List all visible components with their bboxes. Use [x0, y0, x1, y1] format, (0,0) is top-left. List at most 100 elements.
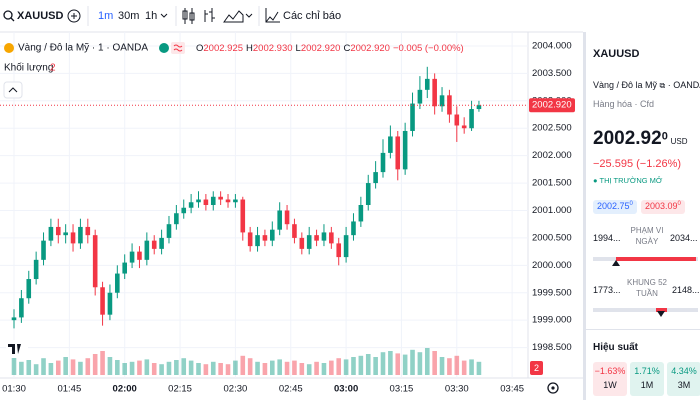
- candle-body: [262, 235, 268, 241]
- volume-bar: [41, 358, 46, 375]
- ohlc-change: −0.005 (−0.00%): [393, 43, 464, 54]
- price-block: 2002.920 USD: [593, 128, 687, 150]
- interval[interactable]: 30m: [118, 10, 139, 22]
- candle-body: [137, 251, 142, 260]
- candle-body: [188, 202, 194, 208]
- collapse-legend[interactable]: [3, 81, 23, 99]
- candle-body: [33, 259, 39, 280]
- y-tick-label: 2003.500: [532, 68, 572, 79]
- ask-price: 2003.09: [645, 201, 678, 211]
- volume-bar: [33, 364, 39, 375]
- ohlc-value: 2002.925: [203, 43, 243, 54]
- volume-bar: [122, 363, 127, 375]
- category: Hàng hóa · Cfd: [593, 99, 655, 109]
- volume-bar: [196, 363, 201, 375]
- candle-body: [314, 235, 319, 241]
- candle-body: [41, 240, 46, 260]
- candle-body: [55, 226, 61, 236]
- volume-bar: [210, 361, 216, 375]
- week52-label: KHUNG 52 TUẦN: [626, 278, 667, 298]
- candle-body: [469, 109, 474, 129]
- interval[interactable]: 1m: [98, 10, 113, 22]
- tv-logo[interactable]: [6, 340, 28, 358]
- candle-body: [410, 103, 415, 131]
- volume-bar: [115, 360, 120, 375]
- last-price-label: 2002.920: [532, 100, 572, 111]
- week52-low: 1773...: [593, 285, 621, 295]
- area-style-icon[interactable]: [223, 10, 244, 23]
- performance-period: 3M: [677, 380, 691, 390]
- y-tick-label: 1998.500: [532, 342, 572, 353]
- volume-bar: [380, 352, 386, 375]
- settings-icon[interactable]: [547, 382, 559, 394]
- candle-body: [358, 205, 364, 222]
- ask-sup: 0: [677, 201, 681, 207]
- candle-body: [240, 199, 246, 233]
- volume-bar: [410, 349, 415, 375]
- y-tick-label: 2002.000: [532, 150, 572, 161]
- ohlc-value: 2002.930: [253, 43, 293, 54]
- candle-body: [284, 210, 290, 225]
- indicators-icon[interactable]: [265, 8, 280, 23]
- interval[interactable]: 1h: [145, 10, 157, 22]
- bar-style-icon[interactable]: [182, 8, 195, 24]
- symbol[interactable]: XAUUSD: [17, 10, 64, 22]
- data-problem-badge[interactable]: [171, 42, 185, 54]
- volume-bar: [395, 353, 401, 375]
- volume-bar: [336, 358, 342, 375]
- settings-icon: [551, 386, 555, 390]
- y-tick-label: 1999.500: [532, 287, 572, 298]
- legend-title: Vàng / Đô la Mỹ · 1 · OANDA: [18, 43, 148, 54]
- volume-bar: [203, 364, 209, 375]
- search-icon: [10, 17, 15, 22]
- y-tick-label: 2002.500: [532, 123, 572, 134]
- volume-bar: [262, 363, 268, 375]
- instrument-name[interactable]: Vàng / Đô la Mỹ: [593, 80, 658, 90]
- ohlc-key: O: [196, 43, 203, 54]
- candle-body: [218, 196, 223, 200]
- performance-value: 1.71%: [634, 366, 660, 376]
- candle-style-icon[interactable]: [204, 8, 215, 22]
- candle-body: [417, 89, 423, 104]
- performance-value: 4.34%: [671, 366, 697, 376]
- day-range-bar: [616, 257, 696, 261]
- y-tick-label: 2000.000: [532, 260, 572, 271]
- volume: [11, 348, 482, 375]
- indicators[interactable]: Các chỉ báo: [283, 10, 341, 22]
- volume-bar: [85, 358, 91, 375]
- x-tick-label: 03:45: [500, 384, 524, 395]
- sidebar: XAUUSD Vàng / Đô la Mỹ ⧉ · OANDA Hàng hó…: [583, 32, 700, 400]
- candle-body: [329, 232, 334, 244]
- week52-high: 2148...: [672, 285, 700, 295]
- volume-bar: [417, 352, 423, 375]
- y-tick-label: 2001.500: [532, 178, 572, 189]
- chevron[interactable]: [245, 13, 253, 18]
- chevron[interactable]: [160, 13, 168, 18]
- candle-body: [461, 125, 467, 129]
- status-dot: ●: [593, 176, 598, 185]
- performance-period: 1W: [603, 380, 617, 390]
- volume-bar: [70, 359, 76, 375]
- performance-cell[interactable]: 4.34% 3M: [667, 362, 700, 396]
- candle-body: [439, 95, 445, 107]
- market-status-dot: [159, 43, 169, 53]
- week52-track: [593, 308, 698, 312]
- week52-bar: [656, 308, 667, 312]
- x-tick-label: 02:00: [113, 384, 137, 395]
- candle-body: [196, 199, 201, 203]
- volume-bar: [277, 359, 282, 375]
- week52-marker: [657, 311, 665, 317]
- toolbar: [0, 0, 583, 32]
- price-sup: 0: [661, 130, 668, 143]
- volume-bar: [432, 351, 437, 375]
- volume-bar: [299, 363, 305, 375]
- candle-body: [277, 210, 282, 230]
- external-link-icon[interactable]: ⧉: [659, 81, 666, 90]
- performance-cell[interactable]: 1.71% 1M: [630, 362, 664, 396]
- performance-cell[interactable]: −1.63% 1W: [593, 362, 627, 396]
- search-icon[interactable]: [3, 10, 13, 20]
- add-symbol[interactable]: [67, 9, 81, 23]
- volume-bar: [151, 363, 157, 375]
- candle-body: [402, 130, 408, 170]
- day-range-label: PHẠM VI NGÀY: [630, 226, 664, 246]
